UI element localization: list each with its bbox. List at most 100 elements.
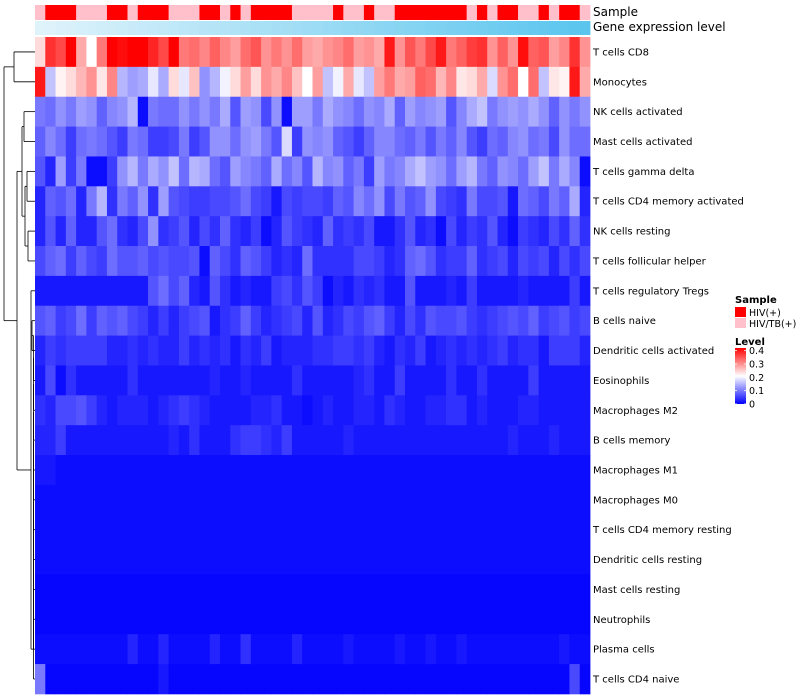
heatmap-cell (199, 365, 211, 396)
heatmap-cell (35, 484, 46, 516)
sample-annotation-cell (137, 5, 149, 20)
heatmap-cell (343, 634, 355, 665)
heatmap-cell (322, 634, 334, 665)
heatmap-cell (538, 156, 550, 187)
heatmap-cell (189, 574, 200, 605)
gene-expression-annotation-cell (261, 21, 272, 35)
heatmap-cell (394, 544, 406, 575)
heatmap-cell (559, 365, 570, 396)
heatmap-cell (45, 186, 56, 217)
heatmap-cell (189, 455, 200, 486)
heatmap-cell (528, 634, 540, 665)
heatmap-cell (178, 186, 190, 217)
heatmap-cell (528, 395, 540, 426)
heatmap-cell (137, 37, 149, 68)
heatmap-cell (384, 156, 396, 187)
heatmap-cell (548, 96, 560, 127)
heatmap-cell (425, 66, 437, 98)
heatmap-cell (137, 246, 149, 277)
heatmap-cell (240, 664, 252, 695)
level-legend-title: Level (735, 337, 765, 348)
heatmap-cell (548, 37, 560, 68)
heatmap-cell (137, 574, 149, 605)
heatmap-cell (579, 126, 591, 157)
heatmap-cell (35, 574, 46, 605)
gene-expression-annotation-cell (220, 21, 231, 35)
heatmap-cell (250, 425, 262, 456)
heatmap-cell (456, 305, 468, 336)
heatmap-cell (127, 514, 139, 546)
heatmap-cell (425, 544, 437, 575)
heatmap-cell (569, 126, 581, 157)
heatmap-cell (291, 604, 303, 635)
heatmap-cell (281, 186, 293, 217)
heatmap-cell (55, 455, 67, 486)
heatmap-cell (96, 186, 108, 217)
heatmap-cell (518, 305, 529, 336)
gene-expression-annotation-cell (291, 21, 303, 35)
heatmap-cell (405, 305, 416, 336)
heatmap-cell (250, 216, 262, 247)
sample-annotation-cell (209, 5, 221, 20)
heatmap-cell (363, 574, 375, 605)
heatmap-cell (374, 425, 385, 456)
heatmap-cell (178, 275, 190, 307)
heatmap-cell (55, 484, 67, 516)
heatmap-cell (240, 484, 252, 516)
heatmap-cell (137, 544, 149, 575)
heatmap-cell (456, 126, 468, 157)
heatmap-cell (353, 395, 365, 426)
heatmap-cell (158, 96, 170, 127)
heatmap-cell (394, 664, 406, 695)
heatmap-cell (240, 514, 252, 546)
sample-annotation-cell (106, 5, 118, 20)
heatmap-cell (363, 126, 375, 157)
heatmap-cell (446, 395, 457, 426)
heatmap-cell (548, 544, 560, 575)
legend-swatch-hiv (735, 307, 746, 317)
heatmap-cell (302, 574, 313, 605)
heatmap-cell (55, 305, 67, 336)
heatmap-cell (548, 634, 560, 665)
heatmap-cell (548, 455, 560, 486)
heatmap-cell (302, 604, 313, 635)
heatmap-cell (291, 425, 303, 456)
heatmap-cell (415, 66, 426, 98)
heatmap-cell (487, 66, 498, 98)
row-label: Neutrophils (593, 615, 650, 626)
heatmap-cell (528, 37, 540, 68)
heatmap-cell (538, 96, 550, 127)
gene-expression-annotation-cell (302, 21, 313, 35)
heatmap-cell (507, 455, 519, 486)
heatmap-cell (374, 634, 385, 665)
heatmap-cell (333, 544, 344, 575)
heatmap-cell (178, 66, 190, 98)
heatmap-cell (538, 246, 550, 277)
level-legend: Level 0.4 0.3 0.2 0.1 0 (735, 337, 765, 411)
heatmap-cell (240, 395, 252, 426)
heatmap-cell (35, 335, 46, 366)
heatmap-cell (189, 246, 200, 277)
heatmap-cell (137, 425, 149, 456)
heatmap-cell (261, 37, 272, 68)
sample-annotation-cell (168, 5, 180, 20)
sample-annotation-cell (559, 5, 570, 20)
heatmap-cell (96, 156, 108, 187)
heatmap-cell (363, 275, 375, 307)
heatmap-cell (518, 37, 529, 68)
heatmap-cell (168, 275, 180, 307)
heatmap-cell (538, 604, 550, 635)
heatmap-cell (466, 126, 478, 157)
heatmap-cell (35, 664, 46, 695)
heatmap-cell (405, 544, 416, 575)
heatmap-cell (487, 365, 498, 396)
heatmap-cell (168, 484, 180, 516)
heatmap-cell (86, 186, 98, 217)
heatmap-cell (497, 275, 509, 307)
heatmap-cell (96, 604, 108, 635)
heatmap-cell (261, 275, 272, 307)
heatmap-cell (312, 216, 324, 247)
heatmap-cell (507, 365, 519, 396)
heatmap-cell (65, 604, 77, 635)
heatmap-cell (384, 425, 396, 456)
